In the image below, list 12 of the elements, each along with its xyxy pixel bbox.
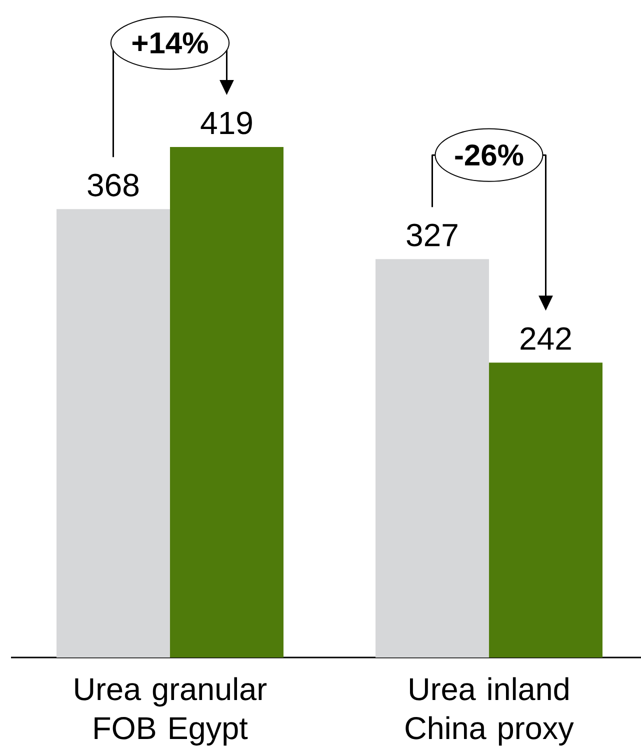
text: +14% xyxy=(132,32,208,54)
x-tick-label: Urea granular FOB Egypt xyxy=(75,677,267,746)
bar xyxy=(375,259,489,658)
data-label: 368 xyxy=(88,174,139,196)
data-label: 327 xyxy=(406,224,458,246)
bar xyxy=(170,146,284,658)
bar xyxy=(488,362,602,658)
data-label: 419 xyxy=(200,112,252,134)
annotation: -26% xyxy=(455,144,524,166)
bar xyxy=(56,209,170,658)
x-tick-label: Urea inland China proxy xyxy=(406,677,574,746)
data-label: 242 xyxy=(520,327,571,350)
